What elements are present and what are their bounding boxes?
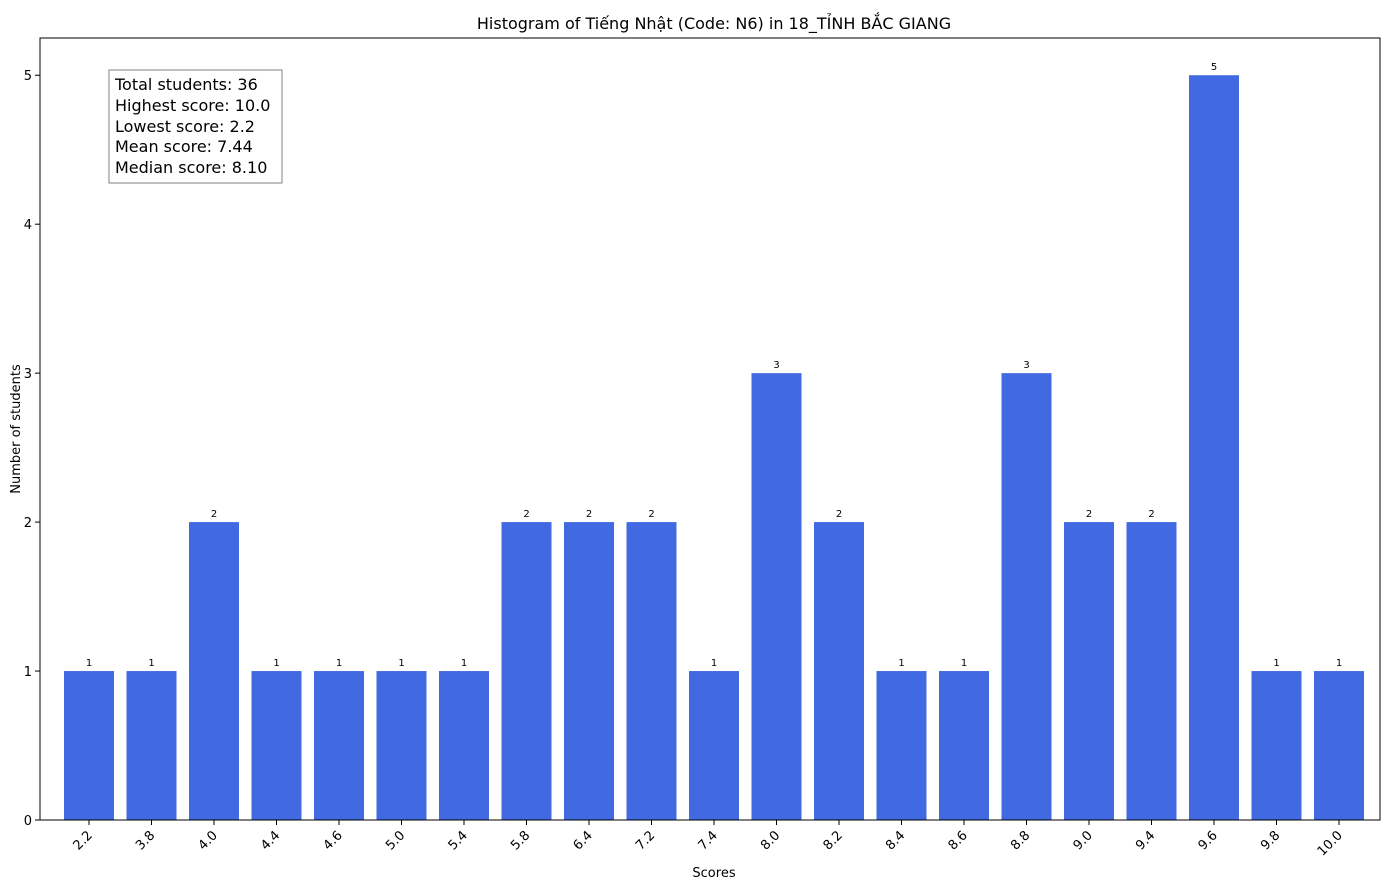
x-tick-label-9.8: 9.8 (1258, 828, 1283, 853)
bar-value-label-8.8: 3 (1023, 360, 1029, 371)
bar-8.8 (1001, 373, 1052, 820)
chart-title: Histogram of Tiếng Nhật (Code: N6) in 18… (477, 12, 951, 34)
bar-10.0 (1314, 671, 1364, 820)
y-axis-label: Number of students (9, 364, 24, 494)
y-tick-label-5: 5 (24, 69, 32, 84)
bar-4.0 (189, 522, 239, 820)
bar-value-label-9.0: 2 (1086, 509, 1092, 520)
x-tick-label-4.4: 4.4 (258, 828, 283, 853)
x-tick-label-8.0: 8.0 (758, 828, 783, 853)
y-tick-label-1: 1 (24, 665, 32, 680)
stats-highest-score: Highest score: 10.0 (115, 96, 270, 115)
x-tick-label-8.2: 8.2 (821, 828, 846, 853)
x-tick-label-8.4: 8.4 (883, 828, 908, 853)
x-tick-label-7.4: 7.4 (696, 828, 721, 853)
bar-value-label-3.8: 1 (148, 658, 154, 669)
x-tick-label-8.8: 8.8 (1008, 828, 1033, 853)
bar-4.4 (251, 671, 302, 820)
bar-value-label-8.6: 1 (961, 658, 967, 669)
x-tick-label-7.2: 7.2 (633, 828, 658, 853)
bar-value-label-5.4: 1 (461, 658, 467, 669)
x-tick-label-8.6: 8.6 (946, 828, 971, 853)
bar-9.0 (1064, 522, 1114, 820)
x-axis-label: Scores (692, 866, 735, 881)
bar-value-label-9.8: 1 (1273, 658, 1279, 669)
bar-value-label-5.8: 2 (523, 509, 529, 520)
bar-7.4 (689, 671, 739, 820)
bar-value-label-8.4: 1 (898, 658, 904, 669)
bar-8.0 (751, 373, 802, 820)
bar-value-label-8.2: 2 (836, 509, 842, 520)
bar-value-label-4.0: 2 (211, 509, 217, 520)
stats-mean-score: Mean score: 7.44 (115, 137, 253, 156)
bar-7.2 (626, 522, 677, 820)
bar-9.8 (1251, 671, 1302, 820)
bar-3.8 (126, 671, 177, 820)
y-tick-label-0: 0 (24, 814, 32, 829)
bar-8.6 (939, 671, 989, 820)
x-tick-label-5.8: 5.8 (508, 828, 533, 853)
bar-5.4 (439, 671, 489, 820)
x-tick-label-9.4: 9.4 (1133, 828, 1158, 853)
bar-2.2 (64, 671, 114, 820)
stats-box: Total students: 36 Highest score: 10.0 L… (108, 69, 283, 184)
x-axis: 2.2 3.8 4.0 4.4 4.6 5.0 5.4 5.8 6.4 7.2 7.4 8.0 8.2 8… (71, 820, 1346, 859)
x-tick-label-9.6: 9.6 (1196, 828, 1221, 853)
stats-total-students: Total students: 36 (114, 75, 258, 94)
bar-value-label-9.6: 5 (1211, 62, 1217, 73)
bar-value-label-4.4: 1 (273, 658, 279, 669)
x-tick-label-2.2: 2.2 (71, 828, 96, 853)
x-tick-label-5.4: 5.4 (446, 828, 471, 853)
bar-9.6 (1189, 75, 1239, 820)
x-tick-label-6.4: 6.4 (571, 828, 596, 853)
x-tick-label-4.0: 4.0 (196, 828, 221, 853)
bar-8.2 (814, 522, 864, 820)
plot-frame (39, 37, 1381, 821)
bar-9.4 (1126, 522, 1177, 820)
bar-5.8 (501, 522, 552, 820)
bar-value-label-9.4: 2 (1148, 509, 1154, 520)
y-tick-label-3: 3 (24, 367, 32, 382)
bar-value-label-4.6: 1 (336, 658, 342, 669)
bar-8.4 (876, 671, 927, 820)
bar-value-label-5.0: 1 (398, 658, 404, 669)
bar-6.4 (564, 522, 614, 820)
bar-labels-layer: 1 1 2 1 1 1 1 2 2 2 1 3 2 1 1 3 2 2 5 1 1 (86, 62, 1342, 669)
y-tick-label-4: 4 (24, 218, 32, 233)
bar-value-label-7.4: 1 (711, 658, 717, 669)
bar-4.6 (314, 671, 364, 820)
x-tick-label-3.8: 3.8 (133, 828, 158, 853)
stats-box-frame (108, 69, 283, 184)
x-tick-label-10.0: 10.0 (1315, 828, 1346, 859)
stats-median-score: Median score: 8.10 (115, 158, 267, 177)
bars-layer (64, 75, 1364, 820)
bar-5.0 (376, 671, 427, 820)
bar-value-label-8.0: 3 (773, 360, 779, 371)
x-tick-label-5.0: 5.0 (383, 828, 408, 853)
stats-lowest-score: Lowest score: 2.2 (115, 117, 255, 136)
bar-value-label-7.2: 2 (648, 509, 654, 520)
x-tick-label-4.6: 4.6 (321, 828, 346, 853)
y-tick-label-2: 2 (24, 516, 32, 531)
y-axis: 0 1 2 3 4 5 (24, 69, 40, 829)
bar-value-label-10.0: 1 (1336, 658, 1342, 669)
x-tick-label-9.0: 9.0 (1071, 828, 1096, 853)
bar-value-label-2.2: 1 (86, 658, 92, 669)
bar-value-label-6.4: 2 (586, 509, 592, 520)
